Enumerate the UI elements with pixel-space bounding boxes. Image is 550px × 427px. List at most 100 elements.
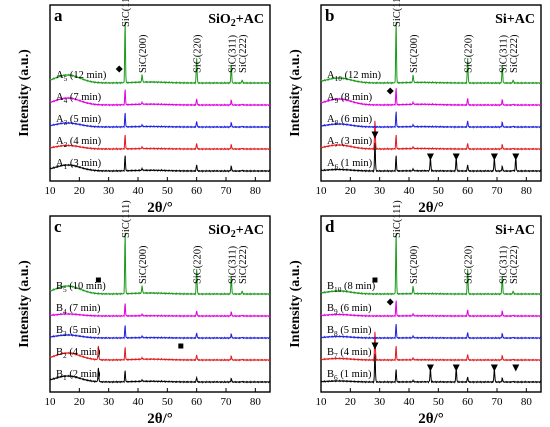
series-label: B8 (5 min) xyxy=(327,325,372,338)
x-tick-label: 80 xyxy=(250,185,262,197)
x-axis-label: 2θ/° xyxy=(418,411,444,427)
series-label: A5 (12 min) xyxy=(56,70,107,83)
marker-diamond xyxy=(115,65,123,73)
series-line xyxy=(49,112,271,129)
panel-letter: d xyxy=(325,217,335,236)
series-line xyxy=(320,88,542,107)
series-line xyxy=(49,134,271,151)
series-line xyxy=(320,353,542,384)
marker-triangle xyxy=(452,153,460,161)
peak-label: SiC(111) xyxy=(392,200,403,238)
peak-label: SiC(220) xyxy=(464,245,475,284)
x-tick-label: 30 xyxy=(374,396,386,408)
x-axis-label: 2θ/° xyxy=(147,200,173,216)
x-tick-label: 70 xyxy=(221,396,233,408)
marker-triangle xyxy=(426,153,434,161)
series-label: A1 (3 min) xyxy=(56,158,102,171)
series-line xyxy=(49,325,271,340)
series-label: A2 (4 min) xyxy=(56,136,102,149)
panel-d: 10 20 30 40 50 60 70 80 2θ/° Intensity (a.u.) d Si+… xyxy=(288,200,542,427)
peak-label: SiC(311) xyxy=(227,245,238,284)
x-tick-label: 80 xyxy=(250,396,262,408)
peak-label: SiC(111) xyxy=(392,0,403,27)
peak-label: SiC(111) xyxy=(121,200,132,238)
panel-title: Si+AC xyxy=(495,12,535,27)
x-tick-label: 10 xyxy=(316,396,328,408)
x-tick-label: 50 xyxy=(162,396,174,408)
peak-label: SiC(220) xyxy=(193,34,204,73)
series-line xyxy=(320,300,542,318)
marker-triangle xyxy=(371,131,379,139)
x-tick-label: 70 xyxy=(492,396,504,408)
marker-square xyxy=(178,343,184,349)
series-label: B5 (10 min) xyxy=(56,281,106,294)
plot-frame xyxy=(320,215,542,393)
x-tick-label: 10 xyxy=(316,185,328,197)
series-line xyxy=(49,345,271,362)
series-label: B1 (2 min) xyxy=(56,369,101,382)
series-line xyxy=(49,232,271,296)
series-line xyxy=(49,367,271,384)
series-label: B7 (4 min) xyxy=(327,347,372,360)
series-label: A3 (5 min) xyxy=(56,114,102,127)
marker-diamond xyxy=(386,298,394,306)
peak-label: SiC(222) xyxy=(509,245,520,284)
peak-label: SiC(111) xyxy=(121,0,132,27)
peak-label: SiC(220) xyxy=(464,34,475,73)
series-line xyxy=(320,142,542,173)
marker-triangle xyxy=(452,364,460,372)
peak-label: SiC(200) xyxy=(409,245,420,284)
marker-triangle xyxy=(490,153,498,161)
peak-label: SiC(200) xyxy=(138,34,149,73)
y-axis-label: Intensity (a.u.) xyxy=(17,260,32,348)
series-label: B9 (6 min) xyxy=(327,303,372,316)
x-tick-label: 70 xyxy=(221,185,233,197)
peak-label: SiC(220) xyxy=(193,245,204,284)
y-axis-label: Intensity (a.u.) xyxy=(17,49,32,137)
x-tick-label: 80 xyxy=(521,396,533,408)
x-tick-label: 30 xyxy=(103,185,115,197)
series-label: A9 (8 min) xyxy=(327,92,373,105)
panel-letter: b xyxy=(325,6,334,25)
x-tick-label: 20 xyxy=(74,185,86,197)
x-tick-label: 60 xyxy=(191,185,203,197)
marker-diamond xyxy=(386,87,394,95)
peak-label: SiC(311) xyxy=(227,34,238,73)
marker-triangle xyxy=(512,364,520,372)
y-axis-label: Intensity (a.u.) xyxy=(288,49,303,137)
panel-title: SiO2+AC xyxy=(208,223,264,240)
peak-label: SiC(311) xyxy=(498,245,509,284)
x-tick-label: 60 xyxy=(191,396,203,408)
x-tick-label: 40 xyxy=(133,185,145,197)
series-label: A7 (3 min) xyxy=(327,136,373,149)
peak-label: SiC(222) xyxy=(509,34,520,73)
series-line xyxy=(320,324,542,340)
x-tick-label: 70 xyxy=(492,185,504,197)
marker-triangle xyxy=(512,153,520,161)
marker-triangle xyxy=(371,342,379,350)
peak-label: SiC(200) xyxy=(138,245,149,284)
series-line xyxy=(320,232,542,296)
panel-a: 10 20 30 40 50 60 70 80 2θ/° Intensity (a.u.) a SiO… xyxy=(17,0,271,216)
x-tick-label: 60 xyxy=(462,396,474,408)
x-tick-label: 80 xyxy=(521,185,533,197)
x-axis-label: 2θ/° xyxy=(147,411,173,427)
series-label: B2 (4 min) xyxy=(56,347,101,360)
marker-square xyxy=(95,277,101,283)
y-axis-label: Intensity (a.u.) xyxy=(288,260,303,348)
x-tick-label: 40 xyxy=(404,185,416,197)
peak-label: SiC(311) xyxy=(498,34,509,73)
x-tick-label: 30 xyxy=(374,185,386,197)
x-tick-label: 10 xyxy=(45,396,57,408)
panel-c: 10 20 30 40 50 60 70 80 2θ/° Intensity (a.u.) c SiO… xyxy=(17,200,271,427)
x-tick-label: 20 xyxy=(74,396,86,408)
series-line xyxy=(320,120,542,151)
series-line xyxy=(320,21,542,85)
series-label: B4 (7 min) xyxy=(56,303,101,316)
series-label: A8 (6 min) xyxy=(327,114,373,127)
panel-letter: a xyxy=(54,6,63,25)
x-tick-label: 50 xyxy=(433,396,445,408)
panel-b: 10 20 30 40 50 60 70 80 2θ/° Intensity (a.u.) b Si+… xyxy=(288,0,542,216)
peak-label: SiC(222) xyxy=(238,34,249,73)
